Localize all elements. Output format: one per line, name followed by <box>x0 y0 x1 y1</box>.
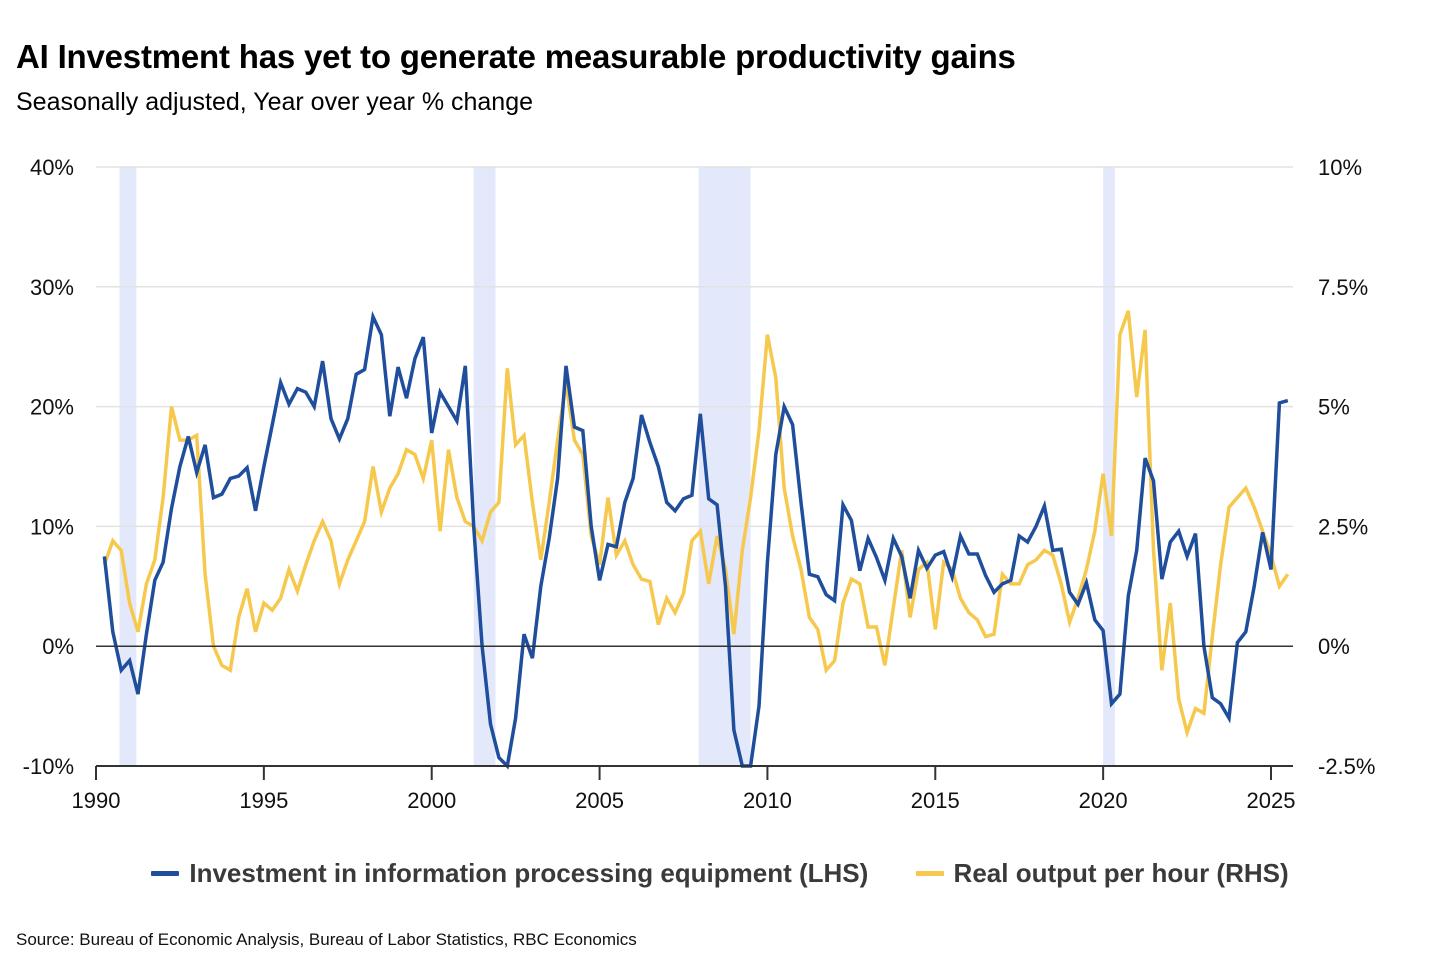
series-lines <box>102 310 1290 770</box>
x-tick-label: 1990 <box>72 788 121 813</box>
y-tick-label-left: 10% <box>30 514 74 539</box>
recession-bands <box>119 167 1115 766</box>
axes: 1990 1995 2000 2005 2010 2015 2020 2025 <box>72 645 1296 813</box>
x-tick-label: 1995 <box>239 788 288 813</box>
y-tick-label-right: -2.5% <box>1318 754 1375 779</box>
x-tick-label: 2025 <box>1247 788 1296 813</box>
y-tick-label-right: 10% <box>1318 155 1362 180</box>
y-tick-label-right: 5% <box>1318 395 1350 420</box>
series-productivity-line <box>102 310 1290 739</box>
y-tick-label-left: 20% <box>30 395 74 420</box>
recession-band <box>1103 167 1115 766</box>
x-tick-label: 2000 <box>407 788 456 813</box>
legend-swatch-investment <box>151 871 180 876</box>
x-tick-label: 2010 <box>743 788 792 813</box>
source-note: Source: Bureau of Economic Analysis, Bur… <box>16 930 637 949</box>
x-tick-label: 2020 <box>1079 788 1128 813</box>
recession-band <box>698 167 751 766</box>
legend-label-investment: Investment in information processing equ… <box>189 858 869 888</box>
y-tick-label-right: 2.5% <box>1318 514 1368 539</box>
y-tick-label-left: 0% <box>42 634 74 659</box>
chart-subtitle: Seasonally adjusted, Year over year % ch… <box>16 88 534 116</box>
x-tick-label: 2005 <box>575 788 624 813</box>
legend-swatch-productivity <box>915 871 944 876</box>
y-tick-label-left: -10% <box>23 754 74 779</box>
y-tick-label-left: 30% <box>30 275 74 300</box>
legend-label-productivity: Real output per hour (RHS) <box>953 858 1289 888</box>
legend-item-productivity[interactable]: Real output per hour (RHS) <box>915 858 1289 889</box>
legend: Investment in information processing equ… <box>0 852 1440 889</box>
gridlines: -10% 0% 10% 20% 30% 40% -2.5% 0% 2.5% 5% 7.5% 10% <box>23 155 1376 779</box>
y-tick-label-right: 0% <box>1318 634 1350 659</box>
y-tick-label-right: 7.5% <box>1318 275 1368 300</box>
legend-item-investment[interactable]: Investment in information processing equ… <box>151 858 868 889</box>
y-tick-label-left: 40% <box>30 155 74 180</box>
x-tick-label: 2015 <box>911 788 960 813</box>
chart-title: AI Investment has yet to generate measur… <box>16 38 1016 75</box>
series-investment-line <box>102 310 1289 770</box>
